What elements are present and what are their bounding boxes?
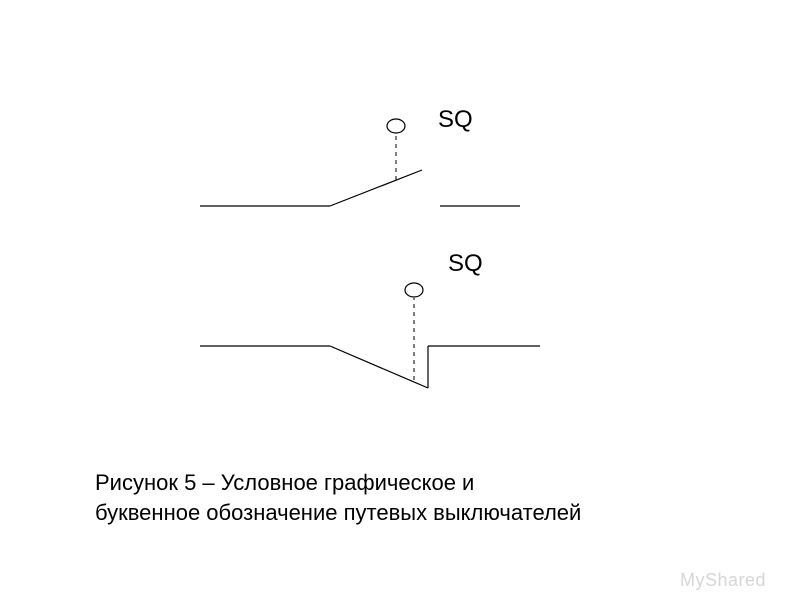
figure-caption: Рисунок 5 – Условное графическое и букве… bbox=[95, 468, 581, 527]
bottom-actuator-head-icon bbox=[405, 283, 423, 297]
diagram-container: SQ SQ Рисунок 5 – Условное графическое и… bbox=[0, 0, 800, 600]
label-sq-bottom: SQ bbox=[448, 250, 483, 278]
top-contact-arm bbox=[330, 170, 422, 206]
label-sq-top: SQ bbox=[438, 106, 473, 134]
watermark: MyShared bbox=[680, 570, 766, 591]
caption-line-2: буквенное обозначение путевых выключател… bbox=[95, 500, 581, 525]
caption-line-1: Рисунок 5 – Условное графическое и bbox=[95, 470, 474, 495]
switch-bottom bbox=[200, 283, 540, 388]
bottom-contact-arm bbox=[330, 346, 428, 388]
top-actuator-head-icon bbox=[387, 119, 405, 133]
